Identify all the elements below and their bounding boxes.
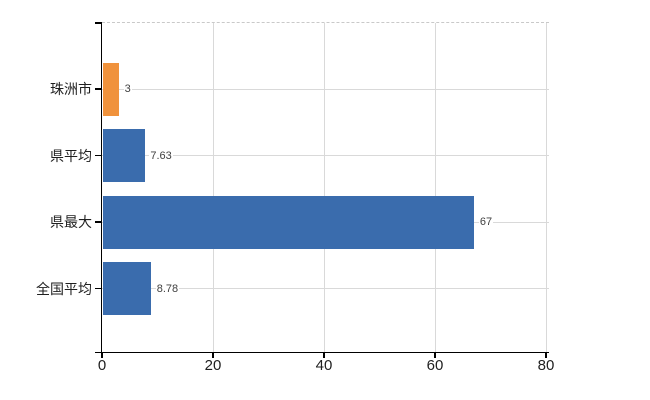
x-tick-label: 20 [204,357,222,374]
category-gridline [102,155,549,156]
x-axis-tick [323,353,325,358]
category-label: 県平均 [50,147,92,164]
x-tick-label: 80 [537,357,555,374]
y-axis-tick [95,88,102,90]
y-axis-tick [95,287,102,290]
y-axis-tick [95,154,102,157]
y-axis [100,22,102,353]
x-axis [95,351,549,353]
x-axis-tick [545,353,547,358]
x-tick-label: 60 [426,357,444,374]
bar [102,195,475,249]
category-label: 県最大 [50,214,92,230]
category-gridline [102,88,549,90]
bar-value-label: 3 [123,81,132,97]
value-gridline [212,23,214,352]
x-axis-tick [434,353,436,358]
category-label: 全国平均 [36,280,92,297]
y-axis-top-tick [95,22,102,24]
plot-top-border [102,22,549,23]
y-axis-tick [95,221,102,223]
bar [102,62,120,116]
category-gridline [102,288,549,289]
category-label: 珠洲市 [50,81,92,97]
x-axis-tick [212,353,214,358]
bar [102,129,145,182]
x-tick-label: 40 [315,357,333,374]
value-gridline [434,23,436,352]
x-tick-label: 0 [97,357,107,374]
bar-value-label: 67 [478,214,494,230]
bar-value-label: 8.78 [155,280,180,297]
bar-value-label: 7.63 [149,147,173,164]
value-gridline [545,23,547,352]
value-gridline [323,23,325,352]
x-axis-tick [101,353,103,358]
bar [102,262,152,315]
